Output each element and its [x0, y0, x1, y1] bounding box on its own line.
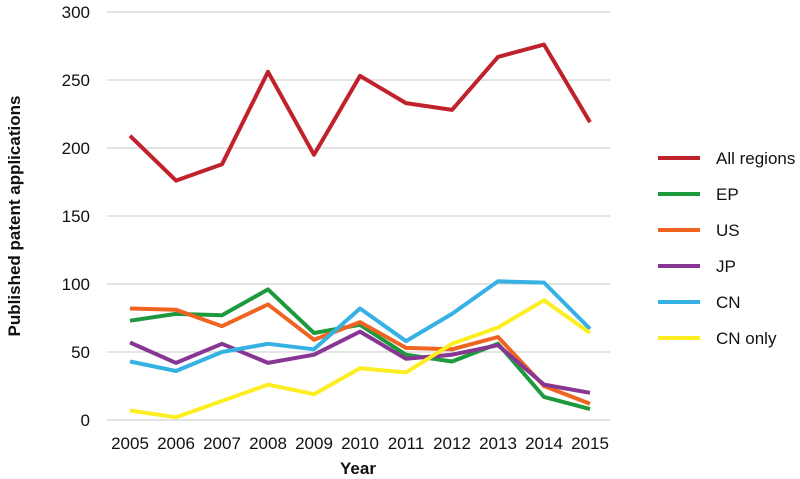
x-axis-ticks: 2005 2006 2007 2008 2009 2010 2011 2012 2013 2014…: [111, 434, 609, 453]
series-line-cn-only: [129, 298, 592, 420]
y-tick-label: 150: [62, 207, 90, 226]
x-tick-label: 2015: [571, 434, 609, 453]
x-tick-label: 2006: [157, 434, 195, 453]
x-tick-label: 2010: [341, 434, 379, 453]
y-tick-label: 100: [62, 275, 90, 294]
x-tick-label: 2007: [203, 434, 241, 453]
y-tick-label: 0: [81, 411, 90, 430]
x-tick-label: 2013: [479, 434, 517, 453]
series-line-jp: [129, 329, 591, 395]
series-line-all-regions: [128, 42, 592, 183]
legend-label-us: US: [716, 221, 740, 240]
legend: All regions EP US JP CN CN only: [658, 149, 795, 348]
y-axis-ticks: 0 50 100 150 200 250 300: [62, 3, 90, 430]
x-tick-label: 2014: [525, 434, 563, 453]
series-line-cn: [129, 279, 592, 373]
x-tick-label: 2011: [388, 434, 425, 453]
y-axis-title: Published patent applications: [5, 96, 24, 337]
legend-label-cn: CN: [716, 293, 741, 312]
legend-label-all-regions: All regions: [716, 149, 795, 168]
legend-label-cn-only: CN only: [716, 329, 777, 348]
series-lines: [128, 42, 592, 420]
x-tick-label: 2005: [111, 434, 149, 453]
x-tick-label: 2008: [249, 434, 287, 453]
legend-label-jp: JP: [716, 257, 736, 276]
x-tick-label: 2012: [433, 434, 471, 453]
legend-label-ep: EP: [716, 185, 739, 204]
x-tick-label: 2009: [295, 434, 333, 453]
y-tick-label: 200: [62, 139, 90, 158]
y-tick-label: 50: [71, 343, 90, 362]
x-axis-title: Year: [340, 459, 376, 478]
y-tick-label: 250: [62, 71, 90, 90]
series-line-us: [129, 302, 591, 406]
y-tick-label: 300: [62, 3, 90, 22]
series-line-ep: [129, 287, 591, 412]
